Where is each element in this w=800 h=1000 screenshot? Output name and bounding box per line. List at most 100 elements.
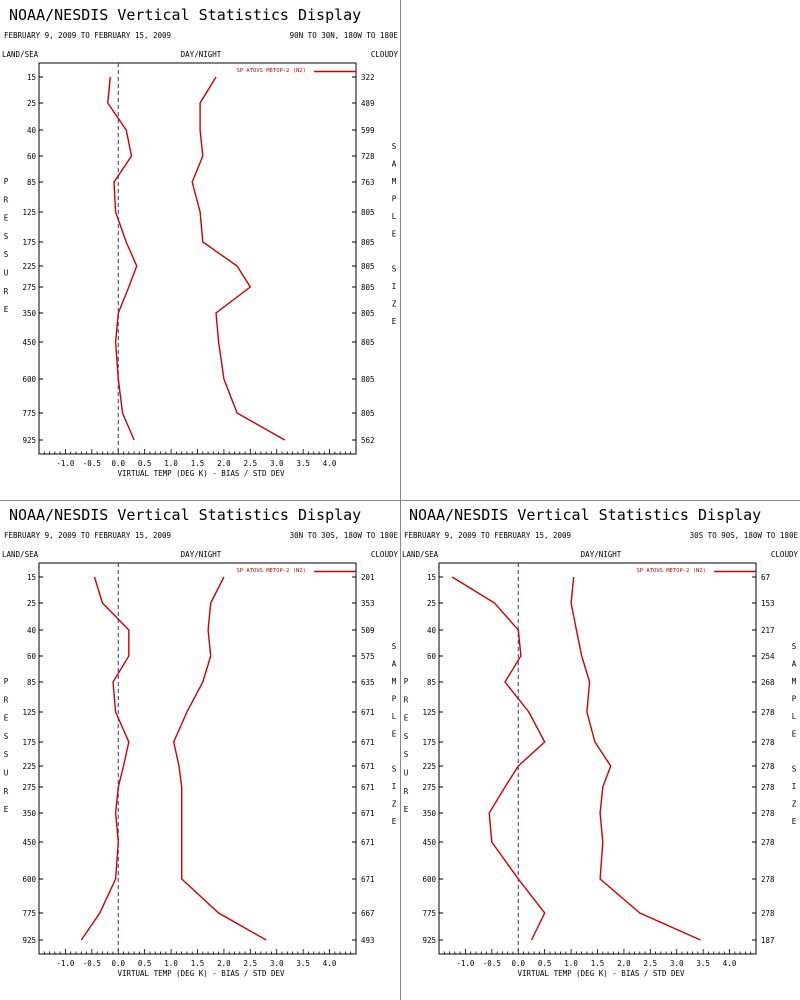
pressure-tick-label: 775 xyxy=(22,409,36,418)
x-tick-label: 2.0 xyxy=(217,959,231,968)
pressure-tick-label: 40 xyxy=(27,626,37,635)
x-tick-label: 1.0 xyxy=(164,459,178,468)
sample-size-label: 671 xyxy=(361,875,375,884)
pressure-axis-letter: S xyxy=(404,732,409,741)
sample-size-axis-letter: A xyxy=(392,160,397,169)
pressure-axis-letter: S xyxy=(4,232,9,241)
region-label: 30N TO 30S, 180W TO 180E xyxy=(290,531,399,540)
sample-size-axis-letter: L xyxy=(392,712,397,721)
x-tick-label: 2.0 xyxy=(217,459,231,468)
x-tick-label: 3.5 xyxy=(296,959,310,968)
pressure-tick-label: 450 xyxy=(422,838,436,847)
pressure-axis-letter: P xyxy=(4,677,9,686)
pressure-tick-label: 125 xyxy=(422,708,436,717)
pressure-tick-label: 85 xyxy=(27,178,36,187)
pressure-tick-label: 40 xyxy=(427,626,437,635)
date-range: FEBRUARY 9, 2009 TO FEBRUARY 15, 2009 xyxy=(4,31,171,40)
pressure-tick-label: 15 xyxy=(27,73,36,82)
sample-size-axis-letter: L xyxy=(392,212,397,221)
pressure-axis-letter: R xyxy=(4,287,9,296)
pressure-tick-label: 275 xyxy=(22,783,36,792)
sample-size-label: 728 xyxy=(361,152,375,161)
sample-size-label: 671 xyxy=(361,809,375,818)
sample-size-label: 575 xyxy=(361,652,375,661)
x-tick-label: 3.0 xyxy=(670,959,684,968)
x-tick-label: 4.0 xyxy=(323,459,337,468)
chart-panel-1: NOAA/NESDIS Vertical Statistics Display F… xyxy=(2,6,398,478)
sample-size-label: 187 xyxy=(761,936,775,945)
pressure-tick-label: 450 xyxy=(22,838,36,847)
sample-size-axis-letter: S xyxy=(392,765,397,774)
cloudy-label: CLOUDY xyxy=(771,550,799,559)
sample-size-label: 805 xyxy=(361,409,375,418)
sample-size-label: 763 xyxy=(361,178,375,187)
sample-size-axis-letter: Z xyxy=(392,300,397,309)
pressure-tick-label: 175 xyxy=(22,738,36,747)
pressure-tick-label: 15 xyxy=(27,573,36,582)
sample-size-label: 805 xyxy=(361,208,375,217)
std-dev-line xyxy=(191,76,286,441)
sample-size-axis-letter: M xyxy=(392,177,397,186)
sample-size-label: 671 xyxy=(361,783,375,792)
pressure-tick-label: 600 xyxy=(422,875,436,884)
sample-size-axis-letter: E xyxy=(392,317,397,326)
sample-size-axis-letter: Z xyxy=(792,800,797,809)
pressure-tick-label: 40 xyxy=(27,126,37,135)
pressure-tick-label: 25 xyxy=(427,599,436,608)
land-sea-label: LAND/SEA xyxy=(2,550,39,559)
pressure-axis-letter: R xyxy=(4,195,9,204)
plot-frame xyxy=(438,562,757,955)
sample-size-label: 153 xyxy=(761,599,775,608)
x-tick-label: 1.0 xyxy=(164,959,178,968)
x-tick-label: 0.0 xyxy=(111,459,125,468)
sample-size-label: 278 xyxy=(761,783,775,792)
std-dev-line xyxy=(570,576,701,941)
x-tick-label: -1.0 xyxy=(56,459,75,468)
pressure-tick-label: 925 xyxy=(422,936,436,945)
sample-size-label: 635 xyxy=(361,678,375,687)
x-tick-label: 4.0 xyxy=(723,959,737,968)
x-tick-label: 0.5 xyxy=(538,959,552,968)
sample-size-label: 493 xyxy=(361,936,375,945)
sample-size-axis-letter: I xyxy=(392,782,397,791)
chart-title: NOAA/NESDIS Vertical Statistics Display xyxy=(9,6,361,24)
pressure-tick-label: 275 xyxy=(22,283,36,292)
sample-size-label: 805 xyxy=(361,262,375,271)
bias-line xyxy=(451,576,546,941)
sample-size-axis-letter: L xyxy=(792,712,797,721)
pressure-tick-label: 25 xyxy=(27,99,36,108)
pressure-axis-letter: R xyxy=(404,787,409,796)
pressure-tick-label: 225 xyxy=(422,762,436,771)
pressure-axis-letter: U xyxy=(4,269,9,278)
pressure-tick-label: 60 xyxy=(427,652,437,661)
pressure-axis-letter: R xyxy=(4,787,9,796)
land-sea-label: LAND/SEA xyxy=(402,550,439,559)
sample-size-label: 201 xyxy=(361,573,375,582)
pressure-tick-label: 600 xyxy=(22,875,36,884)
legend-label: SP ATOVS METOP-2 (N2) xyxy=(236,568,306,574)
x-tick-label: 4.0 xyxy=(323,959,337,968)
legend-label: SP ATOVS METOP-2 (N2) xyxy=(636,568,706,574)
sample-size-label: 805 xyxy=(361,283,375,292)
x-tick-label: -1.0 xyxy=(456,959,475,968)
sample-size-label: 278 xyxy=(761,708,775,717)
x-axis-label: VIRTUAL TEMP (DEG K) - BIAS / STD DEV xyxy=(117,969,285,978)
bias-line xyxy=(106,76,138,441)
sample-size-axis-letter: P xyxy=(392,695,397,704)
x-tick-label: 0.0 xyxy=(511,959,525,968)
pressure-tick-label: 925 xyxy=(22,436,36,445)
sample-size-label: 217 xyxy=(761,626,775,635)
sample-size-axis-letter: M xyxy=(792,677,797,686)
pressure-tick-label: 350 xyxy=(422,809,436,818)
x-tick-label: 2.0 xyxy=(617,959,631,968)
sample-size-axis-letter: E xyxy=(792,730,797,739)
pressure-tick-label: 175 xyxy=(422,738,436,747)
x-tick-label: 0.5 xyxy=(138,459,152,468)
sample-size-axis-letter: A xyxy=(792,660,797,669)
pressure-tick-label: 225 xyxy=(22,762,36,771)
day-night-label: DAY/NIGHT xyxy=(181,50,222,59)
sample-size-label: 278 xyxy=(761,909,775,918)
pressure-tick-label: 925 xyxy=(22,936,36,945)
sample-size-label: 667 xyxy=(361,909,375,918)
pressure-tick-label: 775 xyxy=(22,909,36,918)
